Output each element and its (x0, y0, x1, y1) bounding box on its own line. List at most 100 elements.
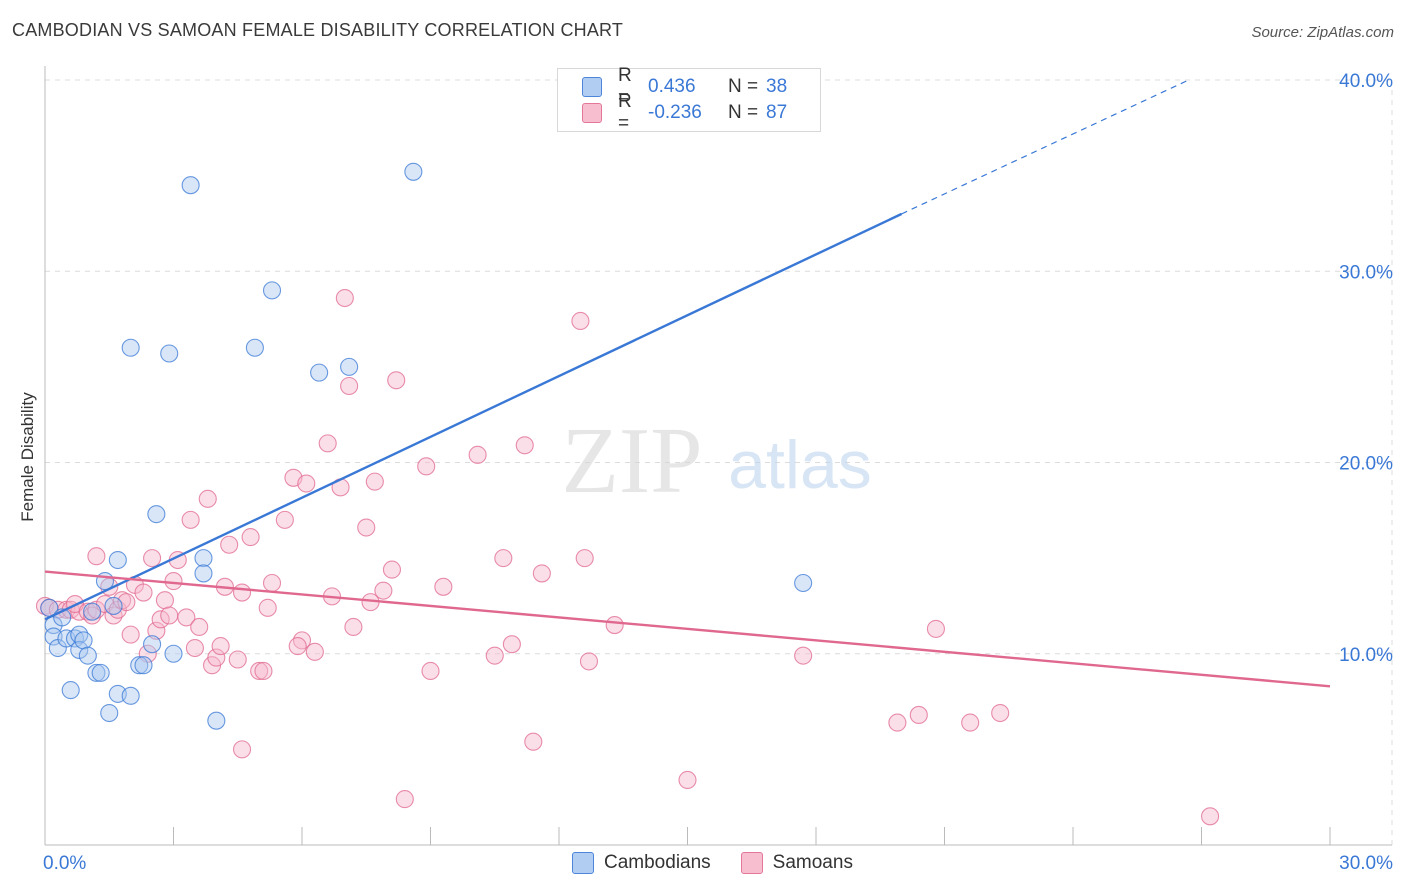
cambodians-point (83, 602, 102, 621)
samoans-point (579, 652, 599, 671)
samoans-point (275, 510, 294, 529)
cambodians-point (104, 596, 123, 615)
samoans-point (1201, 807, 1220, 826)
cambodians-point (61, 681, 80, 700)
legend-n-value: 87 (766, 102, 788, 123)
samoans-point (190, 617, 209, 637)
samoans-point (147, 621, 166, 640)
correlation-legend: R = 0.436 N = 38 R = -0.236 N = 87 (557, 65, 821, 134)
cambodians-point (100, 703, 119, 723)
samoans-point (207, 648, 226, 667)
samoans-point (605, 616, 624, 635)
samoans-point (417, 457, 436, 476)
cambodians-point (160, 344, 179, 363)
samoans-point (532, 564, 551, 583)
cambodians-point (87, 663, 106, 682)
cambodians-point (181, 176, 200, 195)
legend-n-label: N = (728, 102, 759, 123)
watermark: ZIP atlas (562, 409, 872, 513)
source-label: Source: ZipAtlas.com (1251, 24, 1394, 41)
samoans-point (357, 518, 376, 537)
legend-swatch-samoans (582, 103, 602, 123)
samoans-point (318, 434, 337, 453)
samoans-point (87, 547, 106, 566)
samoans-point (888, 713, 907, 732)
samoans-point (241, 528, 260, 547)
cambodians-point (121, 338, 140, 357)
trend-lines (44, 79, 1331, 688)
samoans-point (365, 472, 384, 491)
legend-n-label: N = (728, 76, 759, 97)
tick-labels: 10.0% 20.0% 30.0% 40.0% 0.0% 30.0% (43, 71, 1393, 874)
legend-r-value: -0.236 (648, 102, 702, 123)
legend-r-label: R = (618, 65, 632, 108)
cambodians-point (194, 564, 213, 583)
samoans-point (340, 376, 359, 396)
legend-item-cambodians[interactable]: Cambodians (572, 852, 711, 874)
samoans-point (678, 770, 697, 790)
cambodians-trend-extension (901, 79, 1189, 215)
legend-item-samoans[interactable]: Samoans (740, 852, 853, 874)
y-tick-label: 40.0% (1339, 71, 1393, 92)
cambodians-trend-line (44, 212, 903, 621)
cambodians-point (74, 631, 93, 650)
samoans-points (35, 288, 1220, 826)
legend-r-value: 0.436 (648, 76, 696, 97)
samoans-point (374, 581, 393, 600)
samoans-point (262, 573, 282, 593)
legend-row-cambodians: R = 0.436 N = 38 (582, 65, 788, 108)
samoans-point (344, 617, 363, 637)
samoans-point (926, 619, 945, 638)
samoans-point (288, 637, 307, 656)
cambodians-point (147, 505, 166, 524)
samoans-point (228, 650, 247, 669)
cambodians-point (134, 656, 153, 675)
samoans-point (160, 606, 179, 625)
legend-n-value: 38 (766, 76, 788, 97)
cambodians-point (121, 686, 140, 705)
y-tick-label: 30.0% (1339, 262, 1393, 283)
samoans-swatch (740, 852, 763, 874)
legend-swatch-cambodians (582, 77, 602, 97)
watermark-zip: ZIP (562, 409, 703, 513)
cambodians-point (404, 162, 423, 181)
samoans-point (991, 703, 1010, 723)
legend-row-samoans: R = -0.236 N = 87 (582, 91, 788, 134)
samoans-point (494, 549, 513, 568)
samoans-point (571, 311, 590, 331)
samoans-point (515, 436, 534, 455)
samoans-point (181, 510, 200, 529)
cambodians-point (262, 281, 282, 300)
samoans-point (382, 560, 402, 579)
samoans-point (395, 790, 414, 809)
cambodians-point (340, 357, 359, 376)
samoans-point (211, 637, 230, 656)
samoans-point (297, 474, 316, 493)
samoans-point (305, 642, 324, 661)
samoans-point (794, 646, 813, 665)
samoans-point (421, 661, 440, 681)
samoans-point (155, 591, 174, 610)
samoans-point (335, 288, 354, 308)
grid-lines (45, 79, 1393, 845)
cambodians-point (245, 338, 264, 357)
samoans-point (909, 705, 928, 725)
cambodians-swatch (572, 852, 594, 874)
samoans-point (468, 445, 487, 464)
samoans-point (198, 489, 217, 508)
samoans-trend-line (44, 570, 1331, 688)
series-legend: Cambodians Samoans (572, 852, 883, 874)
axes (44, 66, 1392, 846)
samoans-point (961, 713, 980, 732)
chart-title: CAMBODIAN VS SAMOAN FEMALE DISABILITY CO… (12, 20, 624, 40)
samoans-point (177, 608, 196, 627)
samoans-point (575, 549, 594, 568)
samoans-point (232, 583, 252, 602)
samoans-point (151, 610, 170, 629)
legend-r-label: R = (618, 91, 632, 134)
samoans-point (185, 638, 204, 658)
samoans-point (254, 661, 273, 681)
cambodians-point (78, 646, 97, 665)
samoans-point (502, 635, 521, 654)
samoans-point (164, 572, 183, 591)
